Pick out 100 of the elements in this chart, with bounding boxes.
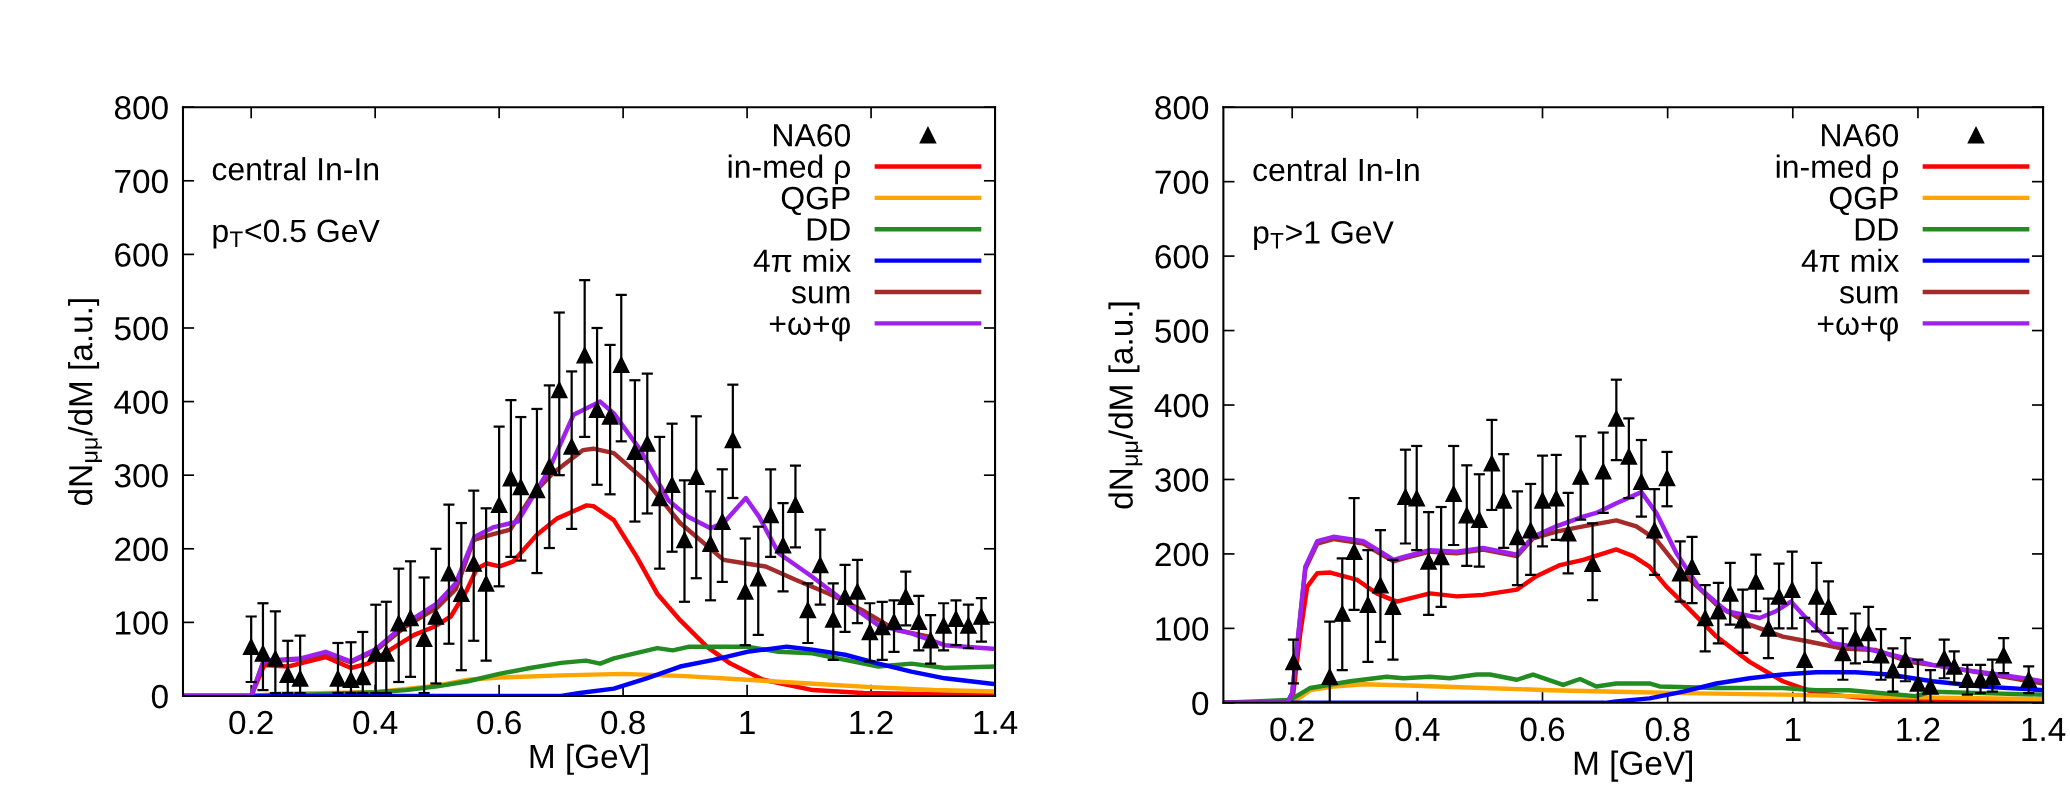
point — [1285, 653, 1302, 671]
point — [1770, 588, 1788, 605]
point — [973, 608, 990, 625]
point — [1470, 511, 1488, 529]
point — [1594, 462, 1612, 480]
point — [663, 476, 681, 494]
point — [1397, 488, 1414, 505]
legend-label: QGP — [781, 186, 850, 216]
point — [254, 644, 272, 662]
x-tick-label: 0.6 — [477, 710, 521, 735]
point — [774, 536, 792, 554]
point — [415, 630, 433, 647]
point — [427, 608, 445, 625]
point — [702, 535, 719, 552]
y-tick-label: 600 — [115, 243, 168, 267]
point — [1909, 675, 1927, 692]
x-tick-label: 0.2 — [229, 710, 273, 735]
point — [922, 631, 939, 649]
point — [947, 610, 965, 628]
point — [1384, 598, 1402, 616]
point — [490, 496, 508, 513]
point — [1972, 671, 1989, 689]
point — [1633, 473, 1650, 491]
point — [861, 623, 879, 641]
point — [1534, 491, 1551, 509]
point — [713, 513, 731, 530]
point — [390, 614, 408, 632]
y-tick-label: 400 — [1154, 393, 1209, 418]
point — [1808, 588, 1825, 605]
y-tick-label: 600 — [1155, 244, 1209, 269]
point — [910, 613, 928, 630]
point — [873, 618, 891, 636]
point — [1522, 521, 1539, 539]
y-tick-label: 300 — [114, 463, 168, 488]
point — [477, 575, 495, 592]
point — [1483, 454, 1501, 472]
legend-label: in-med ρ — [1776, 154, 1899, 185]
point — [1572, 468, 1590, 485]
y-tick-label: 800 — [114, 96, 168, 120]
point — [897, 588, 915, 605]
point — [1671, 564, 1689, 582]
point — [612, 356, 630, 374]
point — [1984, 668, 2001, 686]
point — [1747, 573, 1765, 590]
point — [651, 489, 669, 507]
point — [576, 346, 594, 364]
legend-label: in-med ρ — [728, 154, 851, 185]
y-tick-label: 200 — [115, 537, 168, 562]
legend-label: 4π mix — [753, 248, 851, 273]
y-axis-title: dN$_{μμ}$/dM [a.u.] — [1108, 302, 1143, 509]
point — [687, 468, 705, 485]
point — [849, 583, 866, 600]
annotation: p$_{T}$<0.5 GeV — [213, 219, 380, 249]
x-tick-label: 1 — [740, 711, 755, 735]
point — [465, 555, 483, 572]
point — [588, 401, 606, 419]
point — [1897, 651, 1914, 668]
point — [836, 588, 854, 605]
point — [1834, 644, 1852, 662]
point — [1935, 649, 1953, 667]
x-tick-label: 1.2 — [1897, 717, 1940, 741]
y-tick-label: 0 — [1192, 691, 1209, 716]
point — [1646, 521, 1663, 539]
point — [267, 650, 284, 667]
point — [1458, 506, 1476, 524]
legend-label: sum — [1839, 286, 1898, 304]
y-tick-label: 200 — [1155, 542, 1209, 567]
point — [1796, 651, 1814, 668]
point — [1783, 581, 1801, 598]
point — [502, 469, 520, 487]
point — [1345, 543, 1363, 561]
x-tick-label: 1.4 — [2022, 717, 2066, 741]
point — [242, 638, 260, 656]
point — [638, 435, 656, 452]
point — [1945, 658, 1963, 675]
point — [1760, 620, 1777, 637]
legend-label: sum — [791, 286, 850, 304]
point — [762, 506, 779, 524]
point — [1495, 491, 1513, 509]
point — [811, 556, 829, 574]
legend-label: QGP — [1829, 186, 1898, 216]
x-tick-label: 1.2 — [850, 710, 893, 735]
point — [291, 669, 309, 687]
point — [541, 458, 558, 475]
point — [1559, 524, 1577, 542]
y-tick-label: 0 — [151, 684, 168, 709]
point — [1547, 489, 1565, 507]
point — [1445, 485, 1462, 502]
y-tick-label: 700 — [115, 169, 168, 194]
y-tick-label: 700 — [1155, 170, 1209, 195]
point — [1658, 469, 1676, 487]
x-tick-label: 0.8 — [1645, 717, 1690, 742]
point — [1959, 671, 1976, 689]
point — [1509, 528, 1526, 546]
y-tick-label: 400 — [114, 390, 168, 414]
legend-label: DD — [807, 218, 850, 241]
annotation: central In-In — [1253, 157, 1419, 182]
point — [279, 666, 297, 683]
point — [960, 616, 977, 634]
legend-label: +ω+φ — [1817, 316, 1898, 342]
